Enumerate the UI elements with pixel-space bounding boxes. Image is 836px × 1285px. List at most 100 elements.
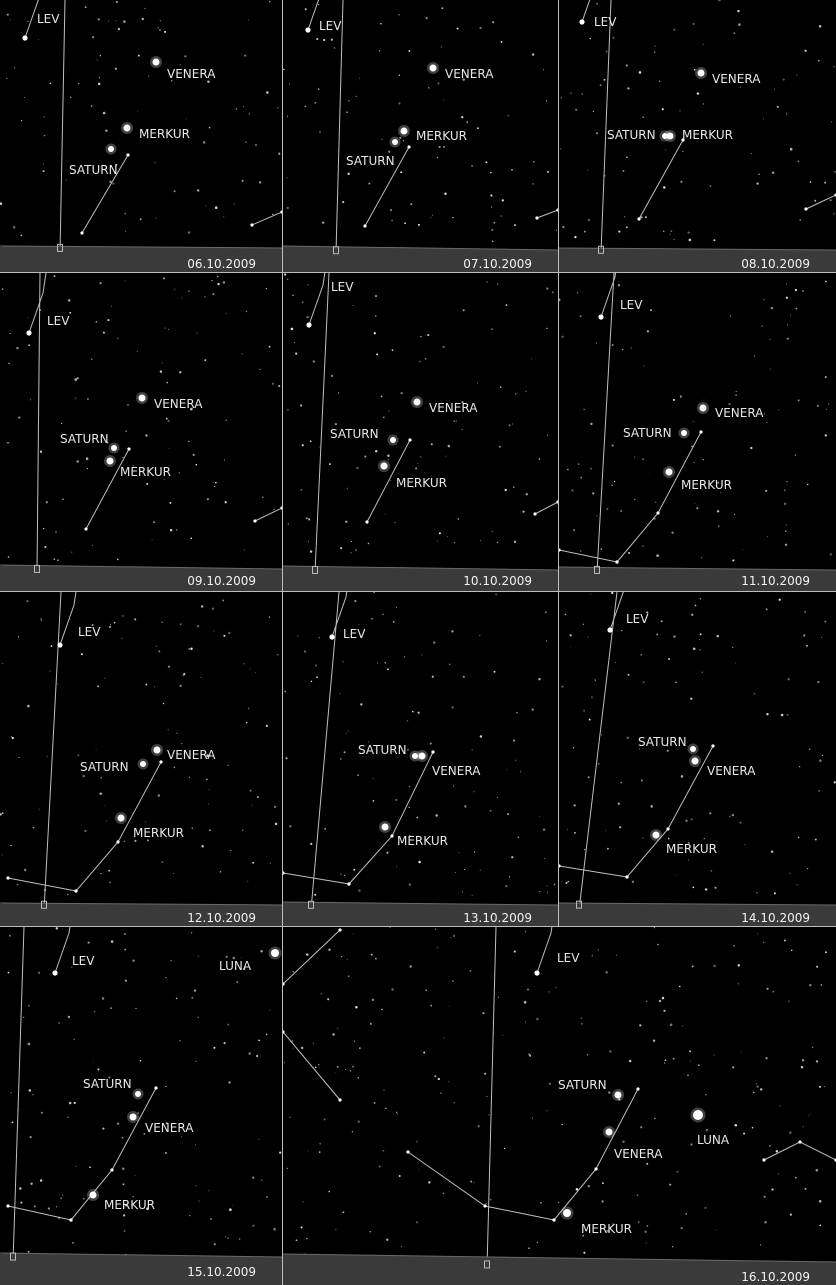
- meridian-line: [578, 592, 618, 911]
- background-star: [579, 550, 582, 552]
- background-star: [647, 473, 649, 475]
- background-star: [658, 80, 661, 82]
- background-star: [83, 1197, 85, 1200]
- background-star: [407, 748, 409, 751]
- background-star: [2, 663, 4, 665]
- background-star: [77, 754, 80, 757]
- background-star: [148, 75, 150, 77]
- background-star: [471, 164, 474, 167]
- background-star: [733, 32, 736, 35]
- background-star: [489, 171, 492, 174]
- background-star: [371, 998, 375, 1002]
- direction-marker: [312, 565, 318, 574]
- background-star: [176, 732, 178, 734]
- background-star: [293, 341, 295, 343]
- background-star: [200, 605, 204, 608]
- background-star: [284, 273, 287, 276]
- background-star: [139, 1059, 142, 1062]
- background-star: [408, 806, 410, 809]
- background-star: [490, 194, 493, 197]
- constellation-line: [85, 448, 130, 530]
- background-star: [789, 1213, 793, 1216]
- background-star: [249, 668, 251, 670]
- constellation-line: [763, 1141, 836, 1161]
- background-star: [482, 1012, 485, 1015]
- background-star: [164, 327, 166, 329]
- background-star: [539, 890, 541, 893]
- background-star: [204, 296, 206, 298]
- background-star: [455, 420, 458, 422]
- background-star: [84, 6, 87, 9]
- background-star: [551, 291, 554, 294]
- background-star: [330, 38, 334, 41]
- background-star: [453, 1101, 456, 1104]
- background-star: [627, 87, 630, 90]
- background-star: [473, 1182, 475, 1184]
- background-star: [339, 692, 341, 694]
- background-star: [765, 1057, 768, 1060]
- background-star: [453, 420, 456, 423]
- background-star: [452, 216, 454, 219]
- venera-label: VENERA: [614, 1147, 663, 1161]
- background-star: [437, 82, 440, 85]
- background-star: [817, 680, 820, 684]
- constellation-line: [536, 927, 553, 974]
- background-star: [265, 724, 268, 728]
- background-star: [490, 206, 493, 208]
- background-star: [508, 424, 511, 427]
- background-star: [594, 679, 597, 681]
- background-star: [197, 956, 199, 957]
- background-star: [260, 949, 263, 953]
- background-star: [229, 1208, 232, 1211]
- background-star: [226, 313, 228, 314]
- constellation-star: [552, 1218, 556, 1222]
- background-star: [38, 39, 39, 41]
- merkur-marker: [89, 1191, 97, 1199]
- background-star: [213, 630, 215, 632]
- background-star: [782, 78, 785, 81]
- panel-date: 16.10.2009: [741, 1270, 810, 1284]
- background-star: [383, 1089, 385, 1091]
- background-star: [470, 1180, 473, 1183]
- background-star: [57, 559, 59, 561]
- background-star: [382, 160, 385, 163]
- background-star: [20, 234, 23, 237]
- venera-label: VENERA: [432, 764, 481, 778]
- background-star: [391, 349, 394, 351]
- background-star: [324, 828, 327, 830]
- direction-marker: [41, 900, 47, 909]
- background-star: [97, 685, 99, 688]
- background-star: [608, 1091, 611, 1094]
- background-star: [382, 1150, 385, 1152]
- background-star: [816, 965, 819, 968]
- background-star: [729, 815, 731, 818]
- horizon-line: [283, 565, 558, 571]
- background-star: [261, 1179, 263, 1181]
- background-star: [466, 121, 469, 124]
- background-star: [473, 791, 475, 793]
- background-star: [335, 1229, 337, 1231]
- venera-marker: [153, 746, 161, 754]
- background-star: [495, 593, 497, 596]
- background-star: [395, 866, 398, 868]
- background-star: [154, 686, 156, 688]
- background-star: [789, 1131, 792, 1134]
- saturn-label: SATURN: [638, 735, 687, 749]
- background-star: [763, 118, 765, 120]
- merkur-marker: [123, 124, 131, 132]
- background-star: [507, 813, 510, 816]
- sky-chart: LEV VENERA MERKUR SATURN 13.10.2009: [283, 592, 558, 926]
- background-star: [687, 1074, 689, 1077]
- background-star: [819, 759, 822, 762]
- background-star: [826, 408, 828, 410]
- background-star: [773, 88, 775, 90]
- background-star: [430, 1004, 433, 1007]
- horizon-ground: [283, 1254, 836, 1285]
- background-star: [437, 1077, 440, 1081]
- sky-panel: LEV VENERA MERKUR SATURN LUNA 16.10.2009: [283, 927, 836, 1285]
- background-star: [167, 665, 171, 668]
- background-star: [661, 108, 664, 111]
- background-star: [283, 1061, 285, 1063]
- background-star: [70, 618, 72, 620]
- background-star: [680, 396, 682, 398]
